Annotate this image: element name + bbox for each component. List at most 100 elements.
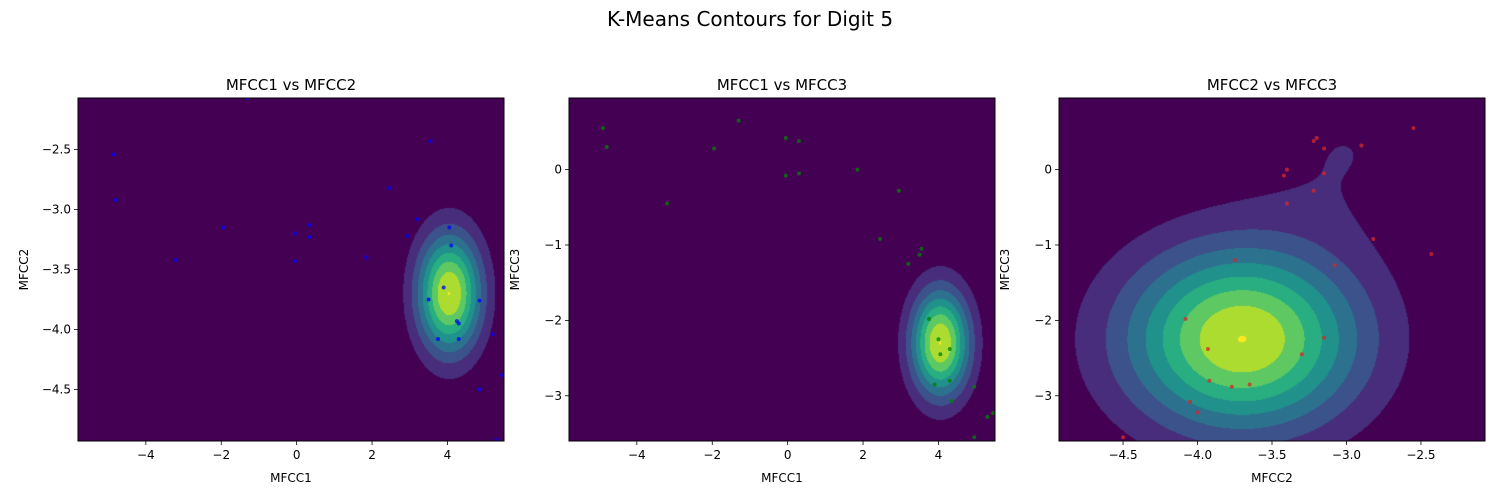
data-point [1205,347,1210,352]
data-point [1299,352,1304,357]
data-point [1332,263,1337,268]
x-tick-label: −2 [212,448,230,462]
x-tick-label: −2.5 [1406,448,1435,462]
data-point [428,139,433,144]
data-point [1371,236,1376,241]
data-point [1188,399,1193,404]
data-point [947,347,952,352]
subplot-3: −4.5 −4.0 −3.5 −3.0 −2.5 −3 −2 −1 0 MFCC2 vs MFCC… [998,76,1486,485]
subplot-title: MFCC2 vs MFCC3 [1207,76,1337,94]
data-point [113,197,118,202]
data-point [736,118,741,123]
data-point [604,145,609,149]
data-point [878,236,883,241]
y-axis-label: MFCC2 [17,249,31,291]
data-point [972,435,977,440]
data-point [1429,252,1434,257]
x-tick-label: 4 [444,448,452,462]
data-point [985,414,990,419]
data-point [387,185,392,190]
contour-fill [78,98,504,441]
y-tick-label: −3 [1034,389,1052,403]
data-point [500,373,504,378]
figure-title: K-Means Contours for Digit 5 [607,7,893,31]
x-tick-label: 0 [784,448,792,462]
x-tick-label: 4 [935,448,943,462]
data-point [1322,146,1327,151]
data-point [796,138,801,143]
scatter-points [600,118,995,440]
data-point [456,321,461,326]
data-point [174,257,179,262]
data-point [938,352,943,357]
contour-fill [569,98,995,441]
data-point [415,217,420,222]
data-point [1229,384,1234,389]
y-tick-label: −3.5 [42,263,71,277]
x-axis-label: MFCC2 [1251,471,1293,485]
y-tick-label: −2 [1034,313,1052,327]
x-tick-label: −4 [628,448,646,462]
data-point [1311,188,1316,193]
data-point [1311,138,1316,143]
data-point [1284,167,1289,172]
axes-frame [568,97,996,442]
data-point [1314,135,1319,140]
data-point [490,332,495,337]
data-point [307,223,312,228]
y-axis-label: MFCC3 [998,249,1012,291]
data-point [1411,126,1416,131]
data-point [1183,316,1188,321]
data-point [405,233,410,238]
x-tick-label: 2 [368,448,376,462]
data-point [477,298,482,303]
x-tick-label: −3.0 [1332,448,1361,462]
x-tick-label: −4 [137,448,155,462]
data-point [221,225,226,230]
data-point [364,255,369,260]
x-tick-label: 2 [859,448,867,462]
x-axis-label: MFCC1 [761,471,803,485]
data-point [111,152,116,157]
data-point [919,246,924,251]
y-tick-label: 0 [554,163,562,177]
data-point [600,126,605,131]
subplot-title: MFCC1 vs MFCC2 [226,76,356,94]
data-point [796,171,801,176]
data-point [1232,258,1237,263]
x-tick-label: −4.0 [1183,448,1212,462]
subplot-2: −4 −2 0 2 4 −3 −2 −1 0 MFCC1 vs MFCC3 MFCC1 MFCC3 [508,76,996,485]
data-point [456,337,461,342]
x-tick-label: −3.5 [1257,448,1286,462]
data-point [991,411,995,416]
data-point [783,173,788,178]
data-point [1322,335,1327,340]
data-point [1322,171,1327,176]
y-tick-label: 0 [1044,163,1052,177]
data-point [1121,435,1126,440]
data-point [1195,410,1200,415]
y-tick-label: −2.5 [42,143,71,157]
data-point [447,225,452,230]
y-tick-label: −3.0 [42,203,71,217]
data-point [1359,143,1364,148]
data-point [292,231,297,236]
data-point [436,337,441,342]
y-tick-label: −1 [1034,238,1052,252]
subplot-1: −4 −2 0 2 4 −4.5 −4.0 −3.5 −3.0 −2.5 MFCC1 vs MFCC… [17,76,505,485]
data-point [1207,378,1212,383]
data-point [1284,201,1289,206]
data-point [932,382,937,387]
y-tick-label: −3 [544,389,562,403]
data-point [917,252,922,257]
subplot-title: MFCC1 vs MFCC3 [717,76,847,94]
scatter-points [1121,126,1434,440]
data-point [307,235,312,240]
y-tick-label: −1 [544,238,562,252]
data-point [665,201,670,206]
data-point [783,135,788,140]
y-tick-label: −2 [544,313,562,327]
data-point [449,243,454,248]
